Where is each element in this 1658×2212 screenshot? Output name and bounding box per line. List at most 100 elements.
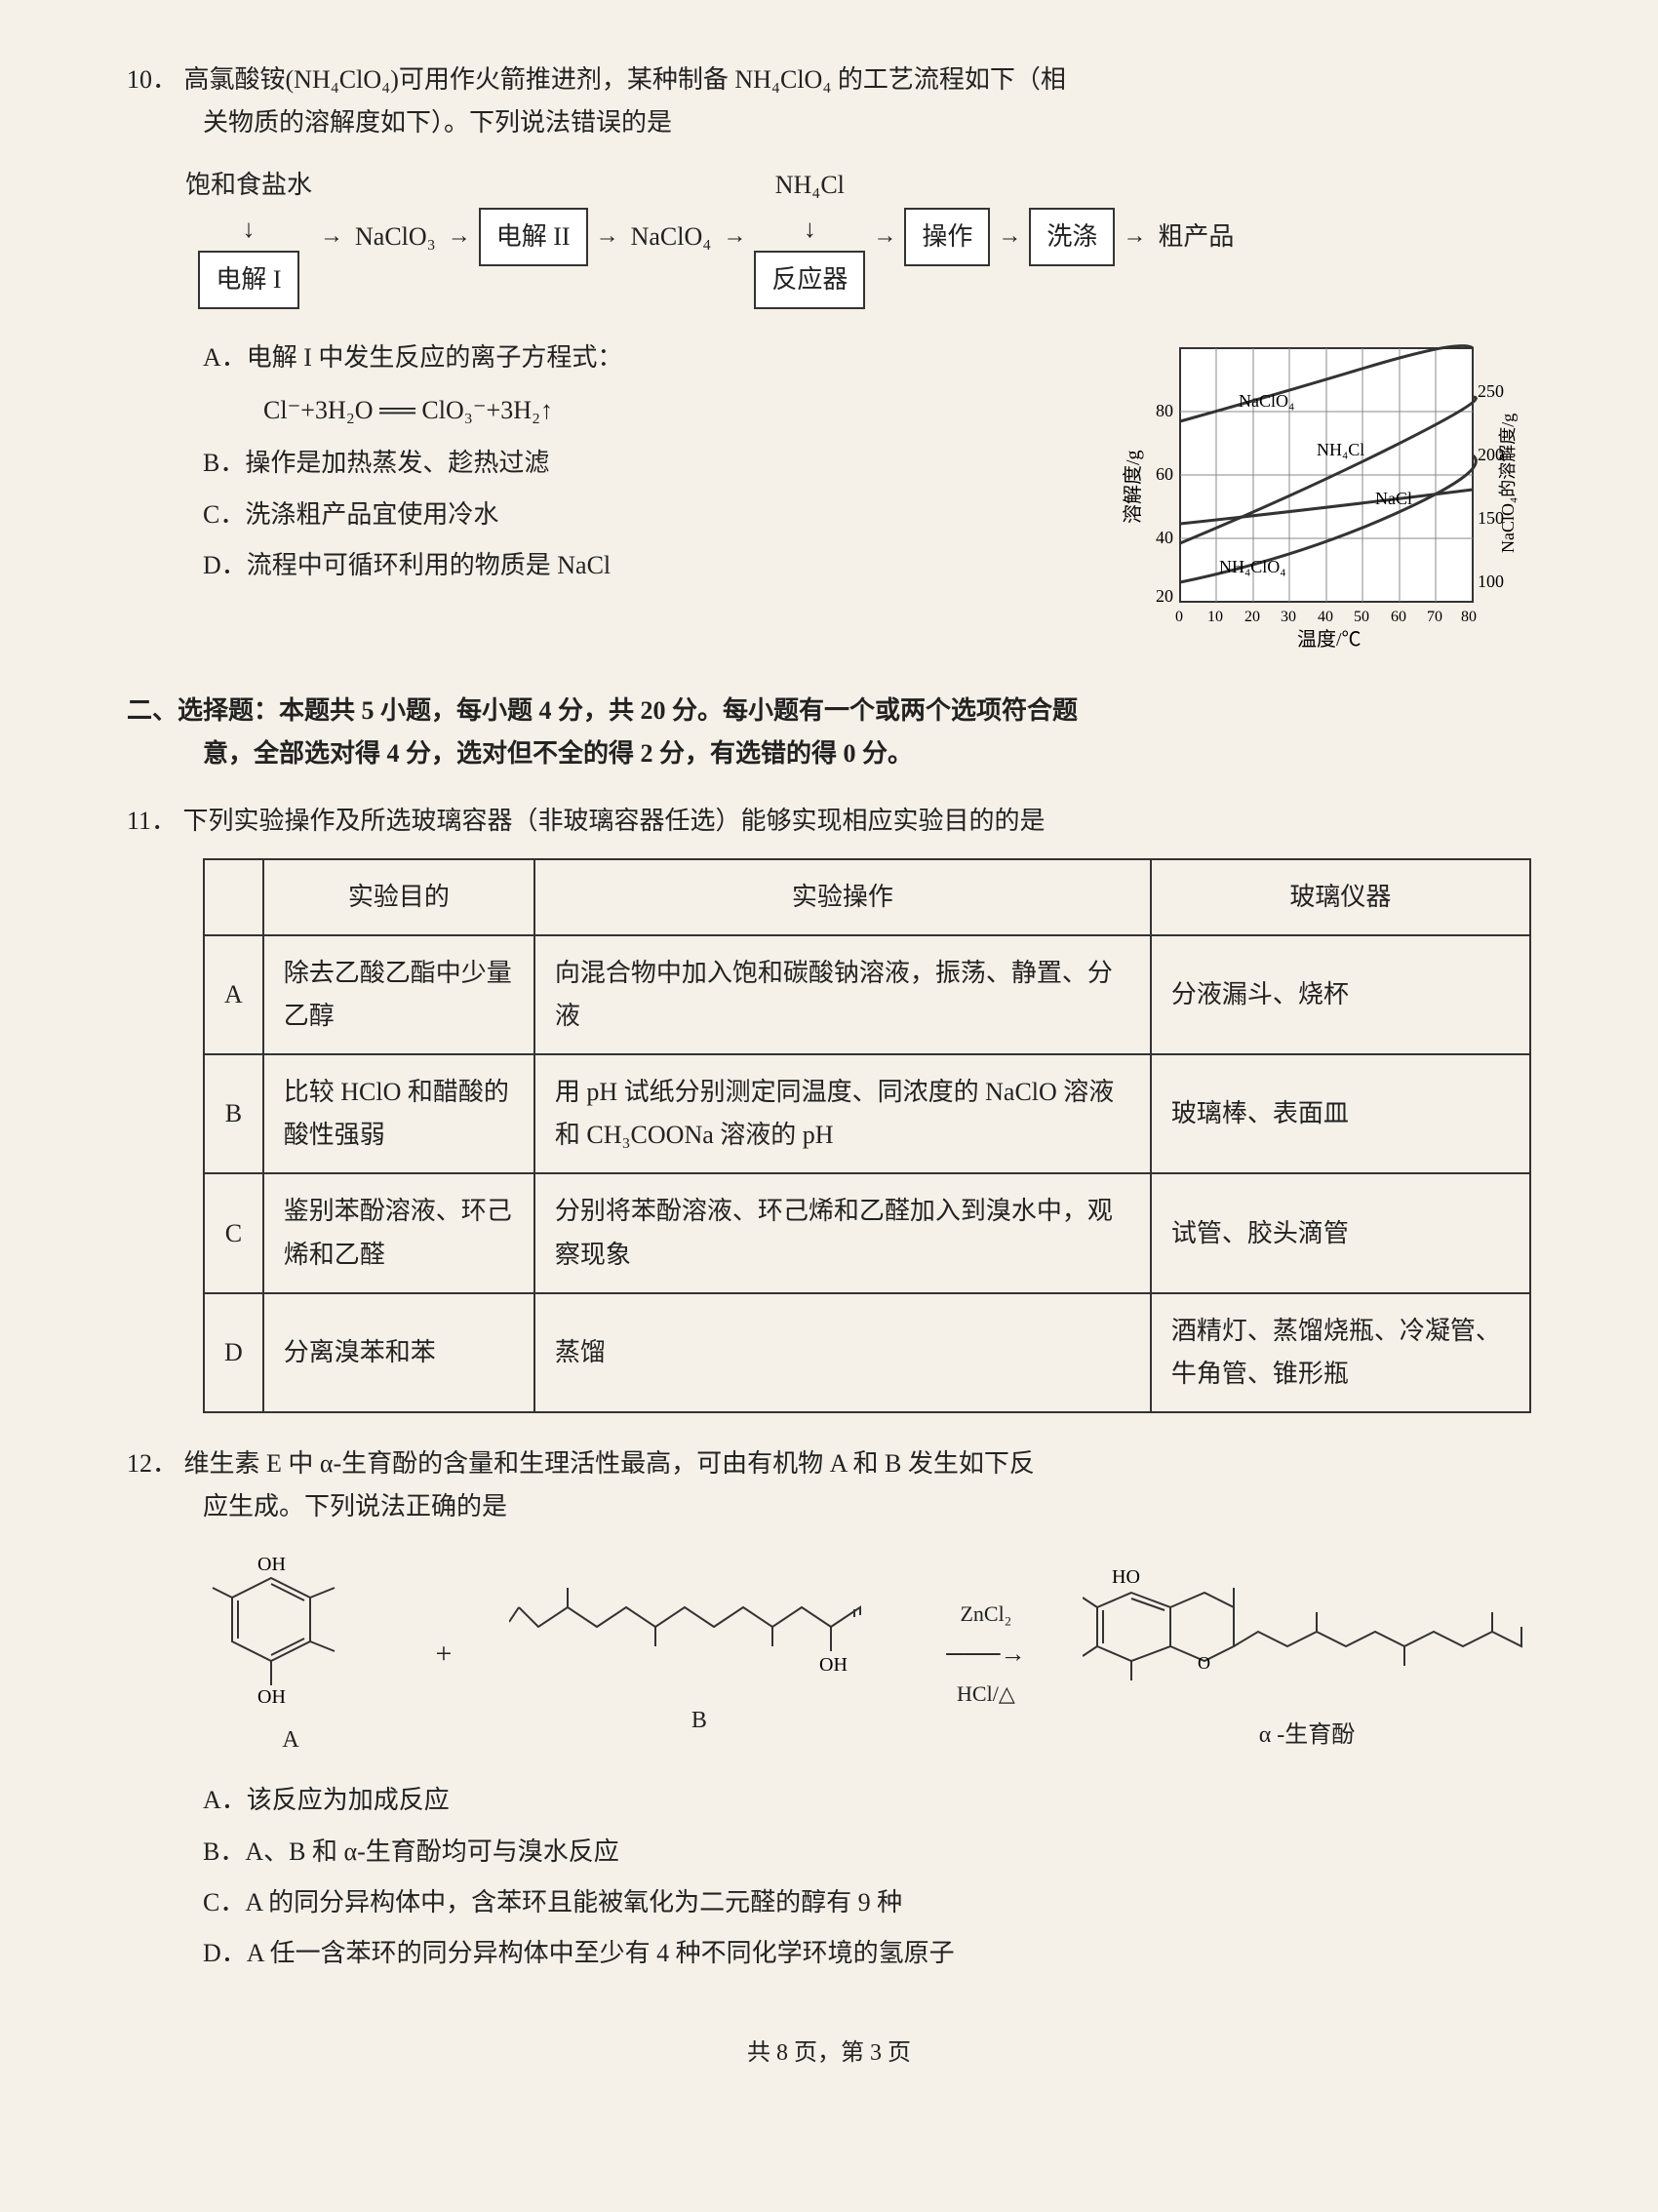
flow-box-5: 洗涤 xyxy=(1029,208,1115,266)
svg-text:OH: OH xyxy=(819,1654,848,1676)
arrow-right-icon: → xyxy=(1123,217,1146,257)
svg-text:250: 250 xyxy=(1478,381,1504,401)
svg-text:40: 40 xyxy=(1318,609,1333,625)
q12-number: 12． xyxy=(127,1449,178,1478)
row-key: D xyxy=(204,1293,263,1412)
q12-option-c: C．A 的同分异构体中，含苯环且能被氧化为二元醛的醇有 9 种 xyxy=(203,1881,1531,1924)
svg-text:NaClO₄的溶解度/g: NaClO₄的溶解度/g xyxy=(1498,414,1518,553)
row-c1: 分离溴苯和苯 xyxy=(263,1293,534,1412)
arrow-right-icon: → xyxy=(873,217,896,257)
svg-text:溶解度/g: 溶解度/g xyxy=(1122,450,1144,524)
svg-text:30: 30 xyxy=(1281,609,1296,625)
svg-text:70: 70 xyxy=(1427,609,1442,625)
svg-text:NaClO₄: NaClO₄ xyxy=(1239,391,1294,411)
svg-text:80: 80 xyxy=(1461,609,1477,625)
svg-text:80: 80 xyxy=(1156,401,1173,420)
svg-text:NH₄ClO₄: NH₄ClO₄ xyxy=(1219,557,1286,576)
svg-text:HO: HO xyxy=(1112,1566,1140,1588)
q10-option-c: C．洗涤粗产品宜使用冷水 xyxy=(203,494,1102,536)
row-key: B xyxy=(204,1054,263,1173)
flow-node-2: NaClO₄ xyxy=(627,216,716,258)
flow-box-3: 反应器 xyxy=(754,251,865,309)
molecule-product: HO O α -生育酚 xyxy=(1083,1554,1531,1756)
q10-equation: Cl⁻+3H₂O ══ ClO₃⁻+3H₂↑ xyxy=(263,389,1102,432)
row-c1: 鉴别苯酚溶液、环己烯和乙醛 xyxy=(263,1173,534,1292)
arrow-right-icon: → xyxy=(596,217,619,257)
svg-text:100: 100 xyxy=(1478,572,1504,591)
arrow-right-icon: → xyxy=(320,217,343,257)
table-header-row: 实验目的 实验操作 玻璃仪器 xyxy=(204,859,1530,935)
flow-output: 粗产品 xyxy=(1154,216,1238,258)
svg-text:50: 50 xyxy=(1354,609,1369,625)
svg-text:0: 0 xyxy=(1175,609,1183,625)
q10-text-line2: 关物质的溶解度如下）。下列说法错误的是 xyxy=(127,101,1531,144)
arrow-down-icon: ↓ xyxy=(243,208,256,251)
arrow-right-icon: → xyxy=(998,217,1021,257)
molecule-product-label: α -生育酚 xyxy=(1083,1716,1531,1756)
svg-text:60: 60 xyxy=(1391,609,1406,625)
svg-text:NH₄Cl: NH₄Cl xyxy=(1317,440,1364,459)
q10-option-b: B．操作是加热蒸发、趁热过滤 xyxy=(203,442,1102,485)
arrow-right-icon: → xyxy=(723,217,746,257)
row-c1: 比较 HClO 和醋酸的酸性强弱 xyxy=(263,1054,534,1173)
flow-input-1: 饱和食盐水 xyxy=(185,164,312,207)
q10-flowchart: 饱和食盐水 ↓ 电解 I → NaClO₃ → 电解 II → NaClO₄ →… xyxy=(185,164,1531,309)
table-row-c: C 鉴别苯酚溶液、环己烯和乙醛 分别将苯酚溶液、环己烯和乙醛加入到溴水中，观察现… xyxy=(204,1173,1530,1292)
section2-line2: 意，全部选对得 4 分，选对但不全的得 2 分，有选错的得 0 分。 xyxy=(127,732,1531,775)
svg-text:60: 60 xyxy=(1156,464,1173,484)
th-1: 实验目的 xyxy=(263,859,534,935)
svg-text:O: O xyxy=(1198,1653,1210,1673)
th-0 xyxy=(204,859,263,935)
question-10: 10． 高氯酸铵(NH₄ClO₄)可用作火箭推进剂，某种制备 NH₄ClO₄ 的… xyxy=(127,59,1531,660)
cond-top: ZnCl₂ xyxy=(960,1596,1011,1632)
row-c3: 酒精灯、蒸馏烧瓶、冷凝管、牛角管、锥形瓶 xyxy=(1151,1293,1530,1412)
q10-text-line1: 高氯酸铵(NH₄ClO₄)可用作火箭推进剂，某种制备 NH₄ClO₄ 的工艺流程… xyxy=(184,65,1066,94)
table-row-a: A 除去乙酸乙酯中少量乙醇 向混合物中加入饱和碳酸钠溶液，振荡、静置、分液 分液… xyxy=(204,935,1530,1054)
row-c2: 用 pH 试纸分别测定同温度、同浓度的 NaClO 溶液和 CH₃COONa 溶… xyxy=(534,1054,1151,1173)
q12-option-a: A．该反应为加成反应 xyxy=(203,1779,1531,1822)
q11-number: 11． xyxy=(127,807,177,835)
q11-text: 下列实验操作及所选玻璃容器（非玻璃容器任选）能够实现相应实验目的的是 xyxy=(183,807,1046,835)
row-c2: 蒸馏 xyxy=(534,1293,1151,1412)
row-c2: 向混合物中加入饱和碳酸钠溶液，振荡、静置、分液 xyxy=(534,935,1151,1054)
q12-option-d: D．A 任一含苯环的同分异构体中至少有 4 种不同化学环境的氢原子 xyxy=(203,1932,1531,1975)
q10-option-a: A．电解 I 中发生反应的离子方程式： xyxy=(203,336,1102,379)
row-c3: 试管、胶头滴管 xyxy=(1151,1173,1530,1292)
arrow-right-icon: ───→ xyxy=(946,1633,1025,1676)
row-c2: 分别将苯酚溶液、环己烯和乙醛加入到溴水中，观察现象 xyxy=(534,1173,1151,1292)
solubility-chart: NaClO₄ NH₄Cl NaCl NH₄ClO₄ 80 60 40 20 25… xyxy=(1122,329,1531,660)
svg-text:10: 10 xyxy=(1207,609,1223,625)
row-key: A xyxy=(204,935,263,1054)
table-row-b: B 比较 HClO 和醋酸的酸性强弱 用 pH 试纸分别测定同温度、同浓度的 N… xyxy=(204,1054,1530,1173)
th-2: 实验操作 xyxy=(534,859,1151,935)
q12-text-line2: 应生成。下列说法正确的是 xyxy=(127,1485,1531,1528)
cond-bottom: HCl/△ xyxy=(957,1676,1015,1712)
plus-icon: + xyxy=(435,1629,452,1679)
row-c3: 分液漏斗、烧杯 xyxy=(1151,935,1530,1054)
q12-text-line1: 维生素 E 中 α-生育酚的含量和生理活性最高，可由有机物 A 和 B 发生如下… xyxy=(184,1449,1035,1478)
flow-node-1: NaClO₃ xyxy=(351,216,440,258)
q12-option-b: B．A、B 和 α-生育酚均可与溴水反应 xyxy=(203,1831,1531,1874)
arrow-down-icon: ↓ xyxy=(804,208,816,251)
svg-text:OH: OH xyxy=(257,1554,286,1575)
q11-table: 实验目的 实验操作 玻璃仪器 A 除去乙酸乙酯中少量乙醇 向混合物中加入饱和碳酸… xyxy=(203,858,1531,1414)
molecule-b: OH B xyxy=(509,1568,889,1741)
table-row-d: D 分离溴苯和苯 蒸馏 酒精灯、蒸馏烧瓶、冷凝管、牛角管、锥形瓶 xyxy=(204,1293,1530,1412)
flow-box-1: 电解 I xyxy=(198,251,298,309)
flow-box-4: 操作 xyxy=(904,208,990,266)
question-11: 11． 下列实验操作及所选玻璃容器（非玻璃容器任选）能够实现相应实验目的的是 实… xyxy=(127,800,1531,1413)
eq-text: Cl⁻+3H₂O ══ ClO₃⁻+3H₂↑ xyxy=(263,396,553,424)
page-footer: 共 8 页，第 3 页 xyxy=(127,2034,1531,2074)
svg-text:40: 40 xyxy=(1156,528,1173,547)
reaction-scheme: OH OH A + OH B ZnCl₂ ───→ HCl/△ xyxy=(203,1549,1531,1760)
q10-number: 10． xyxy=(127,65,178,94)
section2-line1: 二、选择题：本题共 5 小题，每小题 4 分，共 20 分。每小题有一个或两个选… xyxy=(127,690,1531,732)
molecule-a: OH OH A xyxy=(203,1549,378,1760)
row-c1: 除去乙酸乙酯中少量乙醇 xyxy=(263,935,534,1054)
svg-text:20: 20 xyxy=(1244,609,1260,625)
row-key: C xyxy=(204,1173,263,1292)
svg-text:NaCl: NaCl xyxy=(1375,489,1412,508)
section-2-header: 二、选择题：本题共 5 小题，每小题 4 分，共 20 分。每小题有一个或两个选… xyxy=(127,690,1531,775)
arrow-right-icon: → xyxy=(448,217,471,257)
reaction-conditions: ZnCl₂ ───→ HCl/△ xyxy=(946,1596,1025,1712)
